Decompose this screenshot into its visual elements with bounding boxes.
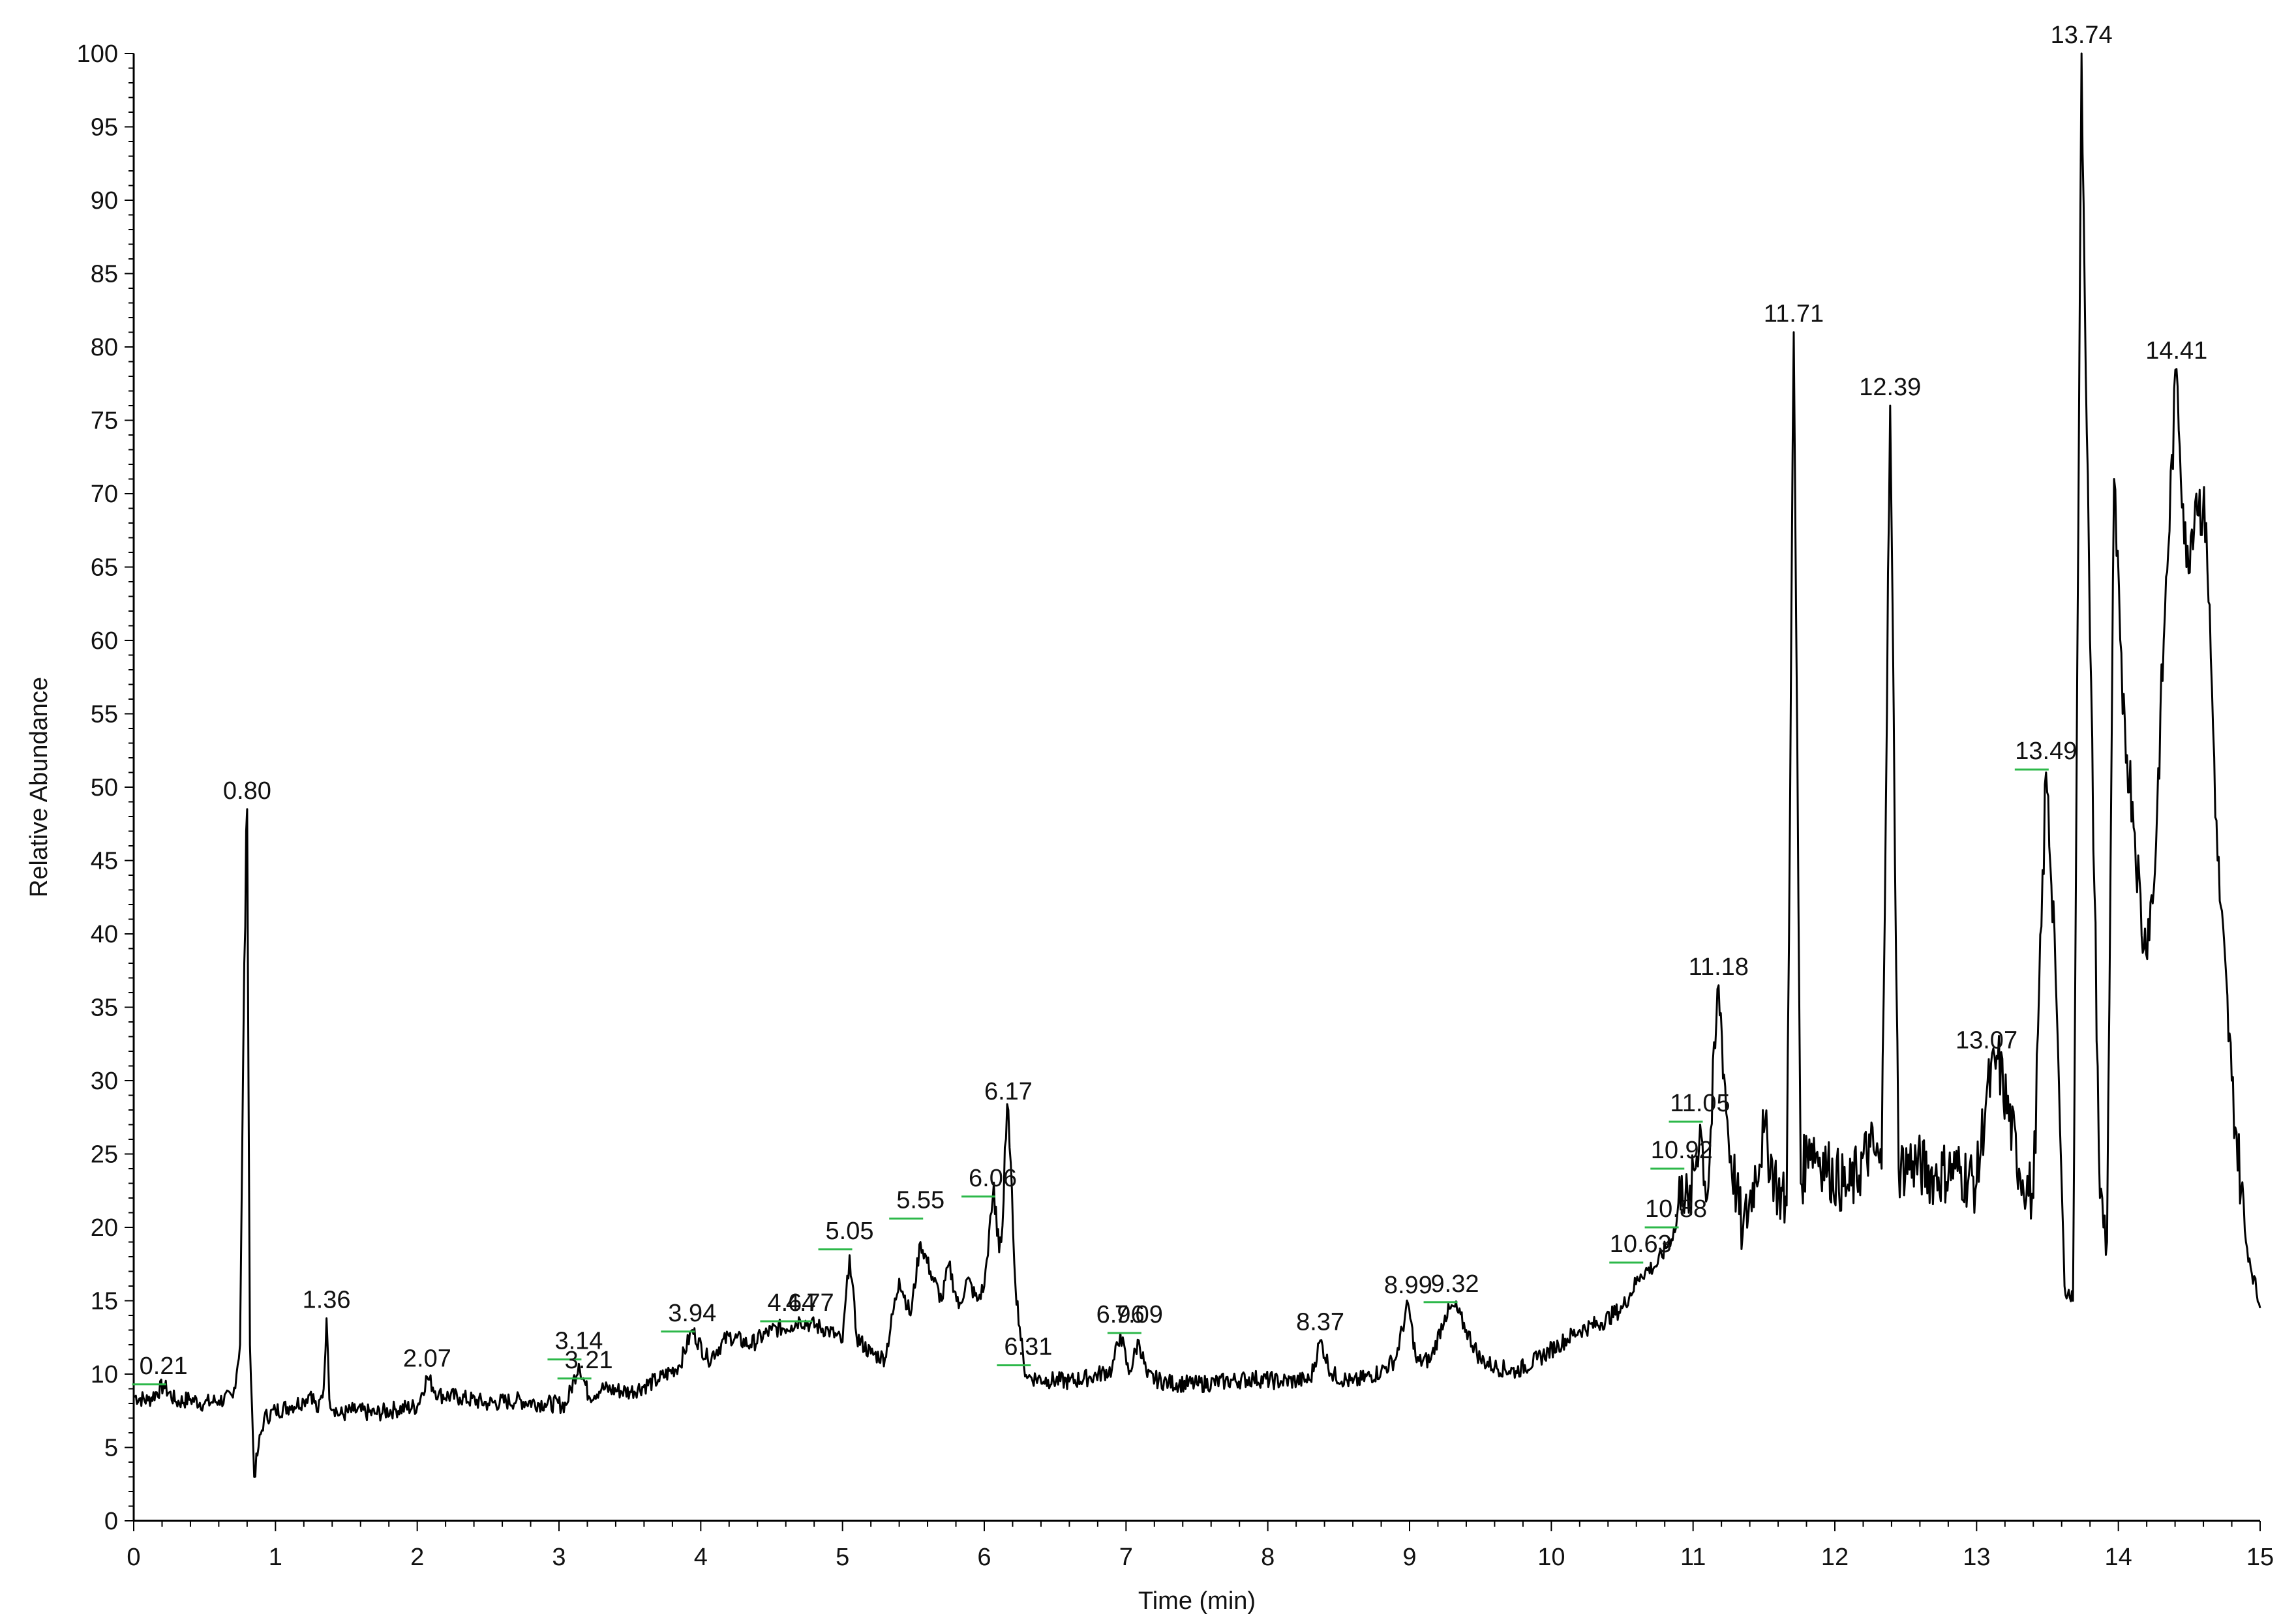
x-tick-label: 9 — [1402, 1544, 1416, 1571]
x-tick-label: 7 — [1119, 1544, 1133, 1571]
peak-labels-group: 0.21 0.80 1.36 2.07 3.143.21 3.94 4.644.77 5.05… — [132, 22, 2207, 1386]
y-tick-label: 100 — [77, 40, 118, 68]
peak-label: 11.71 — [1764, 301, 1824, 328]
x-tick-label: 5 — [836, 1544, 849, 1571]
y-tick-label: 10 — [91, 1361, 118, 1388]
y-tick-label: 70 — [91, 481, 118, 508]
peak-label: 6.06 — [969, 1165, 1017, 1192]
x-tick-label: 14 — [2105, 1544, 2132, 1571]
peak-label: 10.63 — [1610, 1231, 1672, 1258]
y-tick-label: 60 — [91, 627, 118, 655]
peak-label: 11.18 — [1689, 953, 1749, 981]
x-tick-label: 6 — [977, 1544, 991, 1571]
peak-label: 1.36 — [303, 1287, 351, 1314]
peak-label: 3.21 — [565, 1347, 613, 1374]
peak-label: 11.05 — [1670, 1090, 1730, 1117]
y-tick-label: 50 — [91, 774, 118, 802]
peak-label: 6.96 — [1096, 1301, 1145, 1328]
y-tick-label: 40 — [91, 921, 118, 948]
x-tick-label: 3 — [552, 1544, 566, 1571]
y-tick-label: 75 — [91, 408, 118, 435]
peak-label: 14.41 — [2145, 337, 2207, 365]
peak-label: 8.37 — [1296, 1308, 1344, 1336]
x-tick-label: 0 — [127, 1544, 140, 1571]
peak-label: 13.07 — [1956, 1026, 2017, 1054]
peak-label: 13.49 — [2015, 738, 2077, 765]
y-tick-label: 15 — [91, 1288, 118, 1315]
y-tick-label: 35 — [91, 995, 118, 1022]
y-tick-label: 55 — [91, 701, 118, 728]
y-tick-label: 90 — [91, 187, 118, 215]
peak-label: 10.88 — [1645, 1195, 1707, 1223]
y-tick-label: 45 — [91, 848, 118, 875]
y-tick-label: 25 — [91, 1141, 118, 1169]
peak-label: 4.77 — [786, 1289, 834, 1317]
x-axis-title: Time (min) — [1138, 1587, 1256, 1615]
y-tick-label: 0 — [104, 1508, 118, 1535]
y-tick-label: 85 — [91, 261, 118, 288]
peak-label: 6.17 — [984, 1078, 1033, 1105]
x-tick-label: 11 — [1680, 1544, 1706, 1571]
y-tick-label: 30 — [91, 1068, 118, 1095]
peak-label: 0.21 — [140, 1353, 188, 1380]
x-tick-label: 8 — [1261, 1544, 1275, 1571]
peak-label: 8.99 — [1384, 1272, 1432, 1299]
y-tick-label: 20 — [91, 1214, 118, 1242]
peak-label: 5.55 — [896, 1187, 944, 1214]
y-tick-label: 80 — [91, 334, 118, 361]
x-tick-label: 1 — [269, 1544, 282, 1571]
x-tick-label: 4 — [694, 1544, 708, 1571]
peak-label: 0.80 — [223, 777, 271, 805]
x-tick-label: 12 — [1821, 1544, 1849, 1571]
peak-label: 9.32 — [1431, 1270, 1479, 1298]
peak-label: 12.39 — [1859, 374, 1921, 401]
peak-label: 2.07 — [403, 1345, 451, 1373]
y-axis-title: Relative Abundance — [25, 677, 53, 897]
peak-label: 4.64 — [767, 1289, 815, 1317]
x-tick-label: 10 — [1537, 1544, 1565, 1571]
y-tick-label: 5 — [104, 1435, 118, 1462]
x-tick-label: 13 — [1963, 1544, 1990, 1571]
peak-label: 3.14 — [554, 1328, 603, 1355]
y-tick-label: 65 — [91, 554, 118, 582]
axes-group: 0510152025303540455055606570758085909510… — [77, 40, 2274, 1571]
peak-label: 6.31 — [1004, 1334, 1052, 1361]
x-tick-label: 15 — [2246, 1544, 2274, 1571]
peak-label: 13.74 — [2051, 22, 2113, 49]
peak-label: 3.94 — [668, 1300, 716, 1327]
peak-label: 5.05 — [826, 1218, 874, 1245]
x-tick-label: 2 — [410, 1544, 424, 1571]
y-tick-label: 95 — [91, 114, 118, 142]
peak-label: 10.92 — [1651, 1137, 1713, 1164]
peak-label: 7.09 — [1115, 1301, 1163, 1328]
chromatogram-trace — [133, 52, 2261, 1478]
